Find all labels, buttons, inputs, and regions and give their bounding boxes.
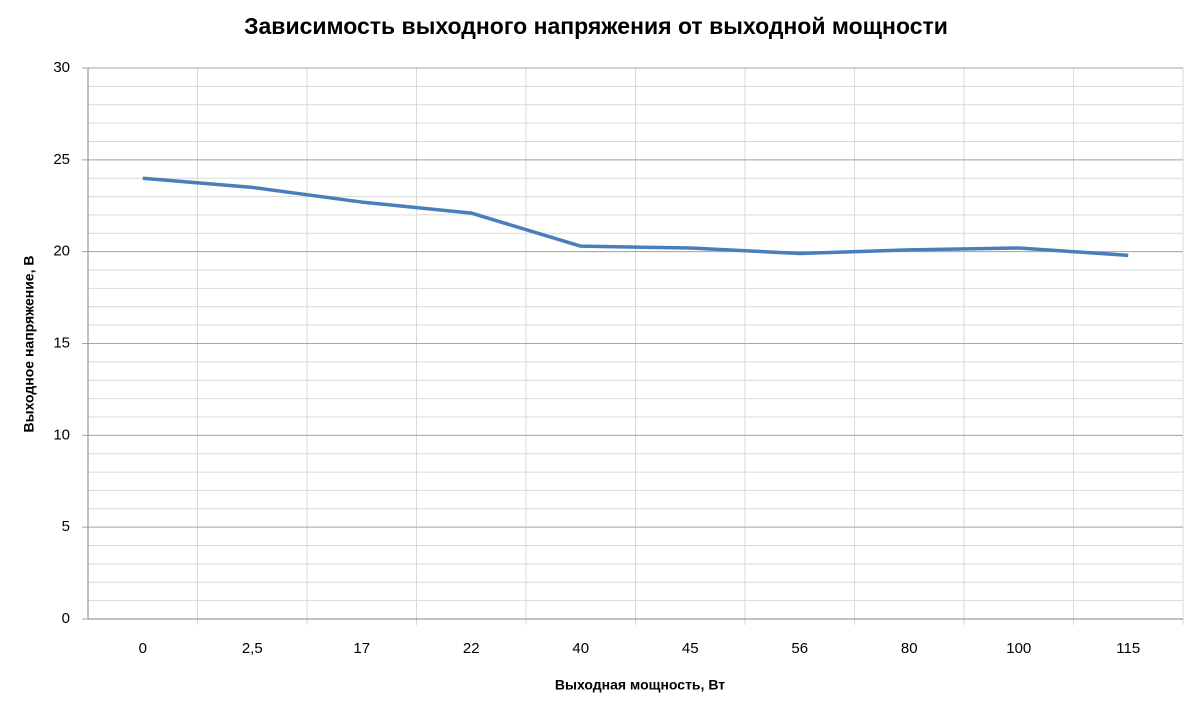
x-tick-label: 0: [139, 640, 147, 657]
y-tick-label: 20: [53, 243, 70, 260]
y-tick-label: 15: [53, 334, 70, 351]
x-tick-label: 17: [353, 640, 370, 657]
x-tick-label: 56: [791, 640, 808, 657]
x-tick-label: 22: [463, 640, 480, 657]
y-tick-label: 0: [62, 610, 70, 627]
y-tick-label: 10: [53, 426, 70, 443]
x-tick-label: 40: [572, 640, 589, 657]
x-axis-label: Выходная мощность, Вт: [555, 677, 725, 693]
y-axis-label: Выходное напряжение, В: [21, 256, 37, 433]
x-tick-label: 2,5: [242, 640, 263, 657]
y-tick-label: 30: [53, 59, 70, 76]
x-tick-label: 100: [1006, 640, 1031, 657]
y-tick-label: 25: [53, 151, 70, 168]
y-tick-label: 5: [62, 518, 70, 535]
x-tick-label: 45: [682, 640, 699, 657]
x-tick-label: 115: [1116, 640, 1140, 657]
x-tick-label: 80: [901, 640, 918, 657]
data-line: [142, 176, 1129, 258]
chart-title: Зависимость выходного напряжения от выхо…: [244, 13, 948, 39]
